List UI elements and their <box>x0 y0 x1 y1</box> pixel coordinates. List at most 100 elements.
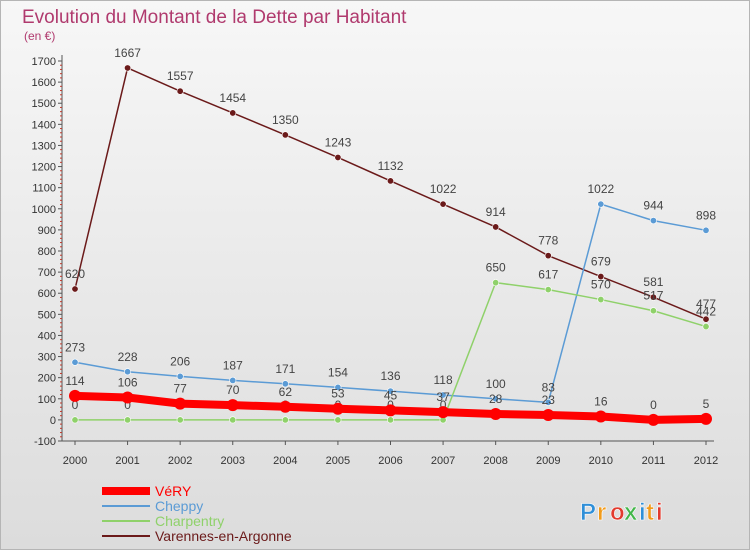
x-tick-label: 2002 <box>168 455 192 467</box>
data-point <box>334 383 342 391</box>
data-point <box>281 131 289 139</box>
data-label: 106 <box>118 376 138 390</box>
data-label: 442 <box>696 305 716 319</box>
data-label: 1022 <box>430 182 457 196</box>
series-cheppy: 273 228 206 187 171 154 136 118 100 83 1022 944 898 <box>65 182 716 406</box>
data-label: 206 <box>170 354 190 368</box>
data-label: 273 <box>65 340 85 354</box>
legend-label: Charpentry <box>155 513 224 529</box>
data-label: 5 <box>703 397 710 411</box>
data-point <box>71 416 79 424</box>
x-tick-label: 2008 <box>483 455 507 467</box>
data-point <box>386 416 394 424</box>
x-tick-label: 2012 <box>694 455 718 467</box>
data-label: 136 <box>380 369 400 383</box>
data-label: 0 <box>650 398 657 412</box>
data-point <box>281 380 289 388</box>
data-label: 37 <box>436 390 450 404</box>
logo-letter: i <box>639 499 646 526</box>
data-label: 0 <box>440 398 447 412</box>
data-point <box>71 358 79 366</box>
x-tick-label: 2001 <box>115 455 139 467</box>
logo-letter: t <box>646 499 654 526</box>
y-tick-label: 1600 <box>32 77 56 89</box>
data-label: 0 <box>72 398 79 412</box>
data-label: 23 <box>542 393 556 407</box>
chart-title: Evolution du Montant de la Dette par Hab… <box>22 7 407 28</box>
x-tick-label: 2011 <box>642 455 666 467</box>
y-tick-label: 400 <box>38 330 56 342</box>
data-point <box>439 391 447 399</box>
y-tick-label: 1100 <box>32 183 56 195</box>
data-label: 679 <box>591 255 611 269</box>
legend-label: Varennes-en-Argonne <box>155 528 292 544</box>
data-label: 620 <box>65 267 85 281</box>
data-label: 228 <box>118 350 138 364</box>
data-label: 517 <box>643 289 663 303</box>
data-point <box>492 395 500 403</box>
data-label: 581 <box>643 275 663 289</box>
data-point <box>647 413 660 426</box>
data-label: 1557 <box>167 69 194 83</box>
y-tick-label: 700 <box>38 267 56 279</box>
data-point <box>176 372 184 380</box>
data-point <box>597 200 605 208</box>
data-point <box>386 177 394 185</box>
y-tick-label: 1500 <box>32 98 56 110</box>
data-point <box>542 409 555 422</box>
data-point <box>597 273 605 281</box>
logo-letter: i <box>656 499 663 526</box>
data-label: 62 <box>279 385 293 399</box>
data-point <box>649 307 657 315</box>
data-point <box>700 412 712 425</box>
data-label: 45 <box>384 388 398 402</box>
data-label: 477 <box>696 297 716 311</box>
data-point <box>492 279 500 287</box>
data-label: 914 <box>486 205 506 219</box>
data-point <box>334 416 342 424</box>
data-point <box>124 368 132 376</box>
x-tick-label: 2006 <box>378 455 402 467</box>
data-label: 100 <box>486 377 506 391</box>
y-tick-label: 900 <box>38 225 56 237</box>
data-point <box>229 376 237 384</box>
data-point <box>544 398 552 406</box>
y-tick-label: 500 <box>38 309 56 321</box>
data-label: 1243 <box>325 135 352 149</box>
y-tick-label: 1000 <box>32 204 56 216</box>
data-point <box>226 399 239 412</box>
data-label: 0 <box>124 398 131 412</box>
data-label: 1454 <box>219 91 246 105</box>
y-tick-label: 200 <box>38 373 56 385</box>
data-point <box>124 416 132 424</box>
data-label: 1350 <box>272 113 299 127</box>
data-point <box>281 416 289 424</box>
data-point <box>334 153 342 161</box>
data-point <box>331 402 344 415</box>
data-label: 1667 <box>114 46 141 60</box>
data-point <box>492 223 500 231</box>
data-point <box>702 315 710 323</box>
data-point <box>386 387 394 395</box>
data-point <box>71 285 79 293</box>
logo-letter: x <box>624 499 638 526</box>
data-point <box>649 217 657 225</box>
logo-letter: r <box>597 499 606 526</box>
data-label: 187 <box>223 358 243 372</box>
logo-letter: P <box>580 499 596 526</box>
data-point <box>121 391 134 404</box>
x-tick-label: 2004 <box>273 455 297 467</box>
logo-letter: o <box>610 499 625 526</box>
x-tick-label: 2009 <box>536 455 560 467</box>
data-label: 16 <box>594 395 608 409</box>
x-tick-label: 2003 <box>221 455 245 467</box>
y-tick-label: 0 <box>50 415 56 427</box>
data-label: 1132 <box>378 159 404 173</box>
data-label: 83 <box>542 380 556 394</box>
data-label: 53 <box>331 387 345 401</box>
series-varennes-en-argonne: 620 1667 1557 1454 1350 1243 1132 1022 914 778 679… <box>65 46 716 323</box>
chart-subtitle: (en €) <box>24 29 55 43</box>
y-tick-label: 300 <box>38 352 56 364</box>
